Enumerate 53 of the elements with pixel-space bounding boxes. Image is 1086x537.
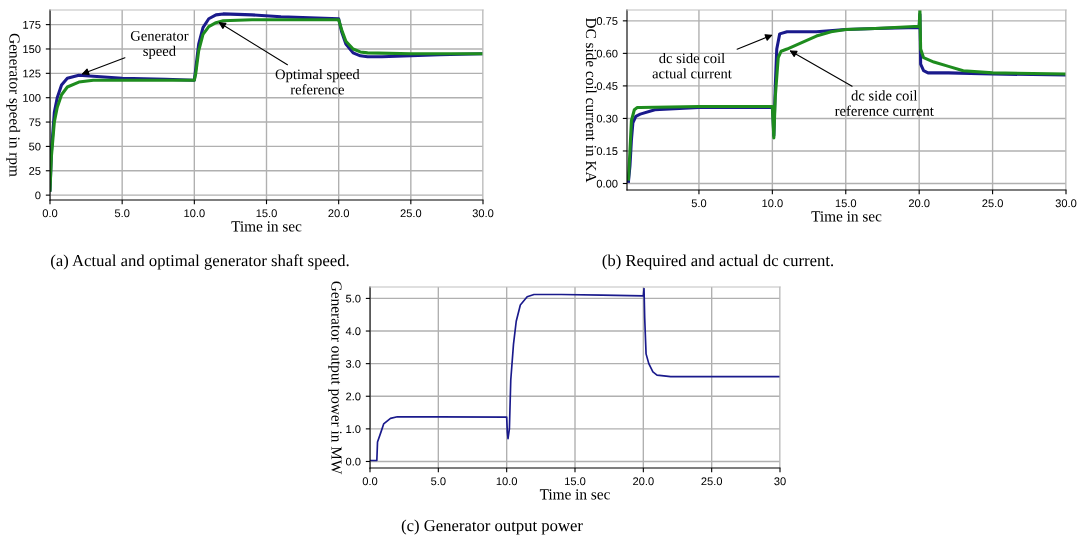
x-tick-label: 10.0: [762, 199, 783, 208]
x-tick-label: 20.0: [633, 477, 654, 486]
annotation: dc side coil actual current: [652, 52, 732, 79]
x-tick-label: 20.0: [328, 209, 350, 218]
y-tick-label: 5.0: [345, 294, 361, 303]
x-tick-label: 30: [774, 477, 786, 486]
text: (c) Generator output power: [401, 519, 583, 535]
x-axis-title: Time in sec: [811, 211, 882, 222]
text: (b) Required and actual dc current.: [602, 254, 834, 270]
y-tick-label: 25: [29, 167, 41, 175]
y-tick-label: 0.45: [596, 82, 618, 91]
x-tick-label: 15.0: [565, 477, 586, 486]
y-tick-label: 100: [23, 93, 41, 102]
x-tick-label: 5.0: [691, 199, 707, 208]
x-tick-label: 5.0: [114, 209, 130, 218]
x-tick-label: 20.0: [908, 199, 930, 208]
y-tick-label: 1.0: [346, 425, 361, 433]
annotation: Optimal speed reference: [275, 68, 360, 95]
x-axis-title: Time in sec: [539, 489, 610, 500]
y-axis-title: Generator output power in MW: [328, 281, 342, 475]
y-tick-label: 0: [35, 191, 41, 200]
y-tick-label: 3.0: [345, 359, 361, 368]
y-tick-label: 0.30: [596, 114, 618, 123]
y-tick-label: 50: [29, 142, 41, 151]
annotation: Generator speed: [130, 30, 189, 59]
x-tick-label: 5.0: [431, 477, 446, 486]
y-axis-title: Generator speed in rpm: [6, 33, 21, 177]
x-tick-label: 0.0: [362, 477, 378, 486]
y-tick-label: 150: [23, 45, 41, 54]
x-tick-label: 0.0: [42, 209, 58, 218]
x-tick-label: 15.0: [835, 199, 857, 208]
x-tick-label: 25.0: [400, 209, 422, 218]
annotation: dc side coil reference current: [834, 90, 934, 116]
y-tick-label: 0.00: [596, 179, 618, 188]
y-tick-label: 2.0: [346, 392, 361, 401]
x-tick-label: 15.0: [256, 209, 277, 218]
x-tick-label: 10.0: [184, 209, 205, 218]
y-tick-label: 4.0: [345, 327, 361, 336]
y-tick-label: 0.60: [596, 49, 618, 58]
y-tick-label: 175: [23, 21, 41, 29]
y-tick-label: 75: [29, 118, 41, 127]
y-tick-label: 0.0: [345, 457, 361, 466]
x-tick-label: 30.0: [472, 209, 494, 218]
x-tick-label: 25.0: [982, 199, 1003, 208]
x-tick-label: 25.0: [701, 477, 723, 486]
x-tick-label: 30.0: [1055, 199, 1077, 208]
x-axis-title: Time in sec: [231, 221, 302, 232]
x-tick-label: 10.0: [496, 477, 518, 486]
y-tick-label: 0.15: [596, 147, 618, 156]
text: (a) Actual and optimal generator shaft speed.: [51, 254, 349, 270]
y-tick-label: 0.75: [596, 17, 618, 25]
y-tick-label: 125: [23, 69, 41, 78]
y-axis-title: DC side coil current in KA: [585, 17, 597, 183]
